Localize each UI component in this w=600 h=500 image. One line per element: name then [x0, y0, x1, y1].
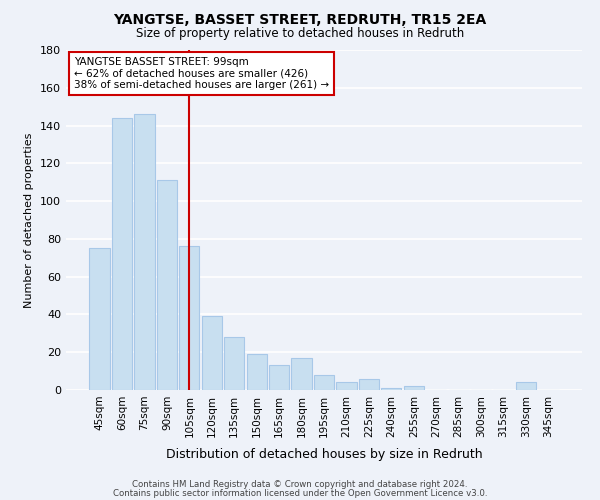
Y-axis label: Number of detached properties: Number of detached properties	[25, 132, 34, 308]
Text: Size of property relative to detached houses in Redruth: Size of property relative to detached ho…	[136, 28, 464, 40]
Bar	[359, 378, 379, 390]
Bar	[404, 386, 424, 390]
Text: YANGTSE, BASSET STREET, REDRUTH, TR15 2EA: YANGTSE, BASSET STREET, REDRUTH, TR15 2E…	[113, 12, 487, 26]
Bar	[179, 246, 199, 390]
Bar	[337, 382, 356, 390]
Text: Contains public sector information licensed under the Open Government Licence v3: Contains public sector information licen…	[113, 488, 487, 498]
Bar	[314, 375, 334, 390]
Text: Contains HM Land Registry data © Crown copyright and database right 2024.: Contains HM Land Registry data © Crown c…	[132, 480, 468, 489]
Bar	[112, 118, 132, 390]
Bar	[292, 358, 311, 390]
Bar	[516, 382, 536, 390]
Bar	[247, 354, 267, 390]
Bar	[269, 366, 289, 390]
X-axis label: Distribution of detached houses by size in Redruth: Distribution of detached houses by size …	[166, 448, 482, 461]
Bar	[202, 316, 222, 390]
Text: YANGTSE BASSET STREET: 99sqm
← 62% of detached houses are smaller (426)
38% of s: YANGTSE BASSET STREET: 99sqm ← 62% of de…	[74, 57, 329, 90]
Bar	[134, 114, 155, 390]
Bar	[224, 337, 244, 390]
Bar	[157, 180, 177, 390]
Bar	[381, 388, 401, 390]
Bar	[89, 248, 110, 390]
